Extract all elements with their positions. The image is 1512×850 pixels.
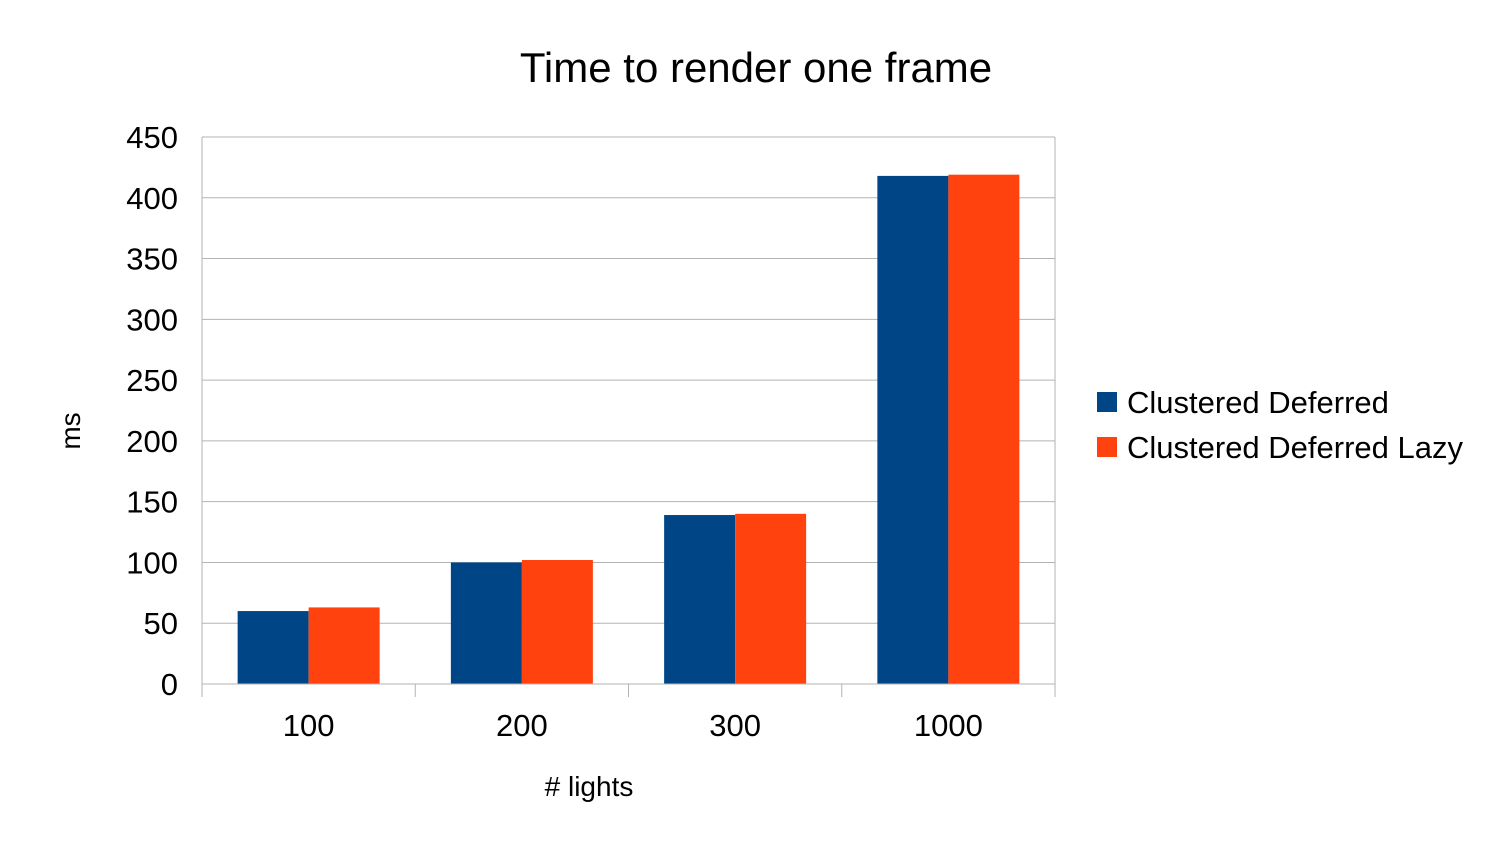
y-tick-label: 150 [126,485,178,520]
legend-label: Clustered Deferred Lazy [1127,430,1463,465]
bar-clustered-deferred-300 [664,515,736,684]
y-tick-label: 400 [126,181,178,216]
x-tick-label: 200 [496,708,548,743]
y-tick-labels: 0 50 100 150 200 250 300 350 400 450 [126,120,178,702]
bar-clustered-deferred-lazy-1000 [948,174,1020,684]
x-axis-title: # lights [545,771,634,802]
y-tick-label: 0 [161,667,178,702]
y-tick-label: 200 [126,424,178,459]
bar-clustered-deferred-1000 [877,175,949,685]
y-tick-label: 450 [126,120,178,155]
chart-title: Time to render one frame [520,44,992,91]
x-tick-label: 1000 [914,708,983,743]
y-tick-label: 100 [126,545,178,580]
x-tick-label: 100 [283,708,335,743]
bar-clustered-deferred-lazy-100 [308,607,380,684]
y-tick-label: 250 [126,363,178,398]
legend-swatch [1097,437,1117,457]
bar-clustered-deferred-200 [450,562,522,684]
legend-swatch [1097,392,1117,412]
bar-clustered-deferred-100 [237,611,309,684]
y-axis-title: ms [55,412,86,449]
bar-clustered-deferred-lazy-300 [735,513,807,684]
y-tick-label: 300 [126,302,178,337]
y-tick-label: 50 [144,606,178,641]
y-tick-label: 350 [126,242,178,277]
legend-label: Clustered Deferred [1127,385,1389,420]
legend: Clustered Deferred Clustered Deferred Laz… [1097,385,1463,465]
bar-clustered-deferred-lazy-200 [521,560,593,684]
x-tick-label: 300 [709,708,761,743]
x-tick-labels: 100 200 300 1000 [283,708,983,743]
bars [237,174,1020,685]
axes [201,137,1056,697]
